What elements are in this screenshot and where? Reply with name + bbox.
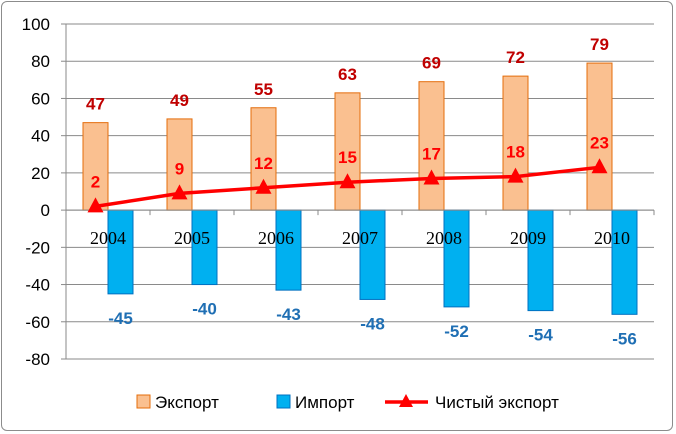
net-export-value-label: 17 [422, 144, 441, 163]
legend-swatch-net-export-marker [399, 394, 413, 407]
net-export-marker [423, 169, 440, 185]
x-tick-label: 2009 [510, 228, 546, 248]
x-tick-label: 2006 [258, 228, 294, 248]
y-tick-label: 0 [41, 201, 50, 220]
import-value-label: -52 [444, 322, 469, 341]
import-value-label: -40 [192, 300, 217, 319]
export-value-label: 63 [338, 65, 357, 84]
export-value-label: 49 [170, 91, 189, 110]
x-tick-label: 2008 [426, 228, 462, 248]
import-bar [275, 209, 302, 291]
legend-label-import: Импорт [295, 393, 355, 412]
net-export-marker [591, 158, 608, 174]
import-bar [359, 209, 386, 300]
y-tick-label: -20 [25, 238, 50, 257]
net-export-value-label: 2 [91, 172, 100, 191]
y-tick-label: -80 [25, 350, 50, 369]
import-value-label: -45 [108, 309, 133, 328]
net-export-value-label: 9 [175, 159, 184, 178]
y-tick-label: -40 [25, 276, 50, 295]
import-bar [611, 209, 638, 315]
y-tick-label: 100 [22, 15, 50, 34]
x-tick-label: 2010 [594, 228, 630, 248]
export-value-label: 55 [254, 80, 273, 99]
export-bar [418, 81, 445, 211]
net-export-value-label: 12 [254, 154, 273, 173]
legend: Экспорт Импорт Чистый экспорт [136, 393, 559, 412]
net-export-value-label: 23 [590, 133, 609, 152]
export-value-label: 79 [590, 35, 609, 54]
legend-label-export: Экспорт [155, 393, 219, 412]
export-value-label: 47 [86, 95, 105, 114]
import-value-label: -54 [528, 326, 553, 345]
export-bar [334, 92, 361, 211]
import-bar [191, 209, 218, 286]
import-value-label: -43 [276, 305, 301, 324]
net-export-marker [255, 178, 272, 194]
y-tick-label: -60 [25, 313, 50, 332]
import-value-label: -48 [360, 314, 385, 333]
export-bar [586, 62, 613, 211]
net-export-marker [507, 167, 524, 183]
legend-swatch-export [136, 394, 151, 409]
net-export-marker [339, 173, 356, 189]
export-value-label: 69 [422, 54, 441, 73]
x-tick-label: 2007 [342, 228, 378, 248]
y-axis-ticks: -80 -60 -40 -20 0 20 40 60 80 100 [22, 15, 50, 369]
import-bar [107, 209, 134, 295]
y-tick-label: 80 [31, 52, 50, 71]
y-tick-label: 20 [31, 164, 50, 183]
net-export-line [87, 158, 608, 213]
x-tick-label: 2004 [90, 228, 126, 248]
import-value-label: -56 [612, 329, 637, 348]
x-axis-ticks: 2004 2005 2006 2007 2008 2009 2010 [90, 228, 630, 248]
legend-label-net-export: Чистый экспорт [435, 393, 559, 412]
y-tick-label: 60 [31, 89, 50, 108]
net-export-value-label: 18 [506, 143, 525, 162]
export-bar [82, 122, 109, 211]
net-export-marker [171, 184, 188, 200]
net-export-value-label: 15 [338, 148, 357, 167]
x-tick-label: 2005 [174, 228, 210, 248]
import-bar [527, 209, 554, 312]
net-export-marker [87, 197, 104, 213]
data-labels: 47 49 55 63 69 72 79 -45 -40 -43 -48 -52 -54 -56 2 9 12 1… [86, 35, 637, 348]
legend-swatch-import [276, 394, 291, 409]
export-value-label: 72 [506, 48, 525, 67]
axes [65, 24, 655, 359]
import-bar [443, 209, 470, 308]
bars [82, 62, 638, 315]
y-tick-label: 40 [31, 127, 50, 146]
